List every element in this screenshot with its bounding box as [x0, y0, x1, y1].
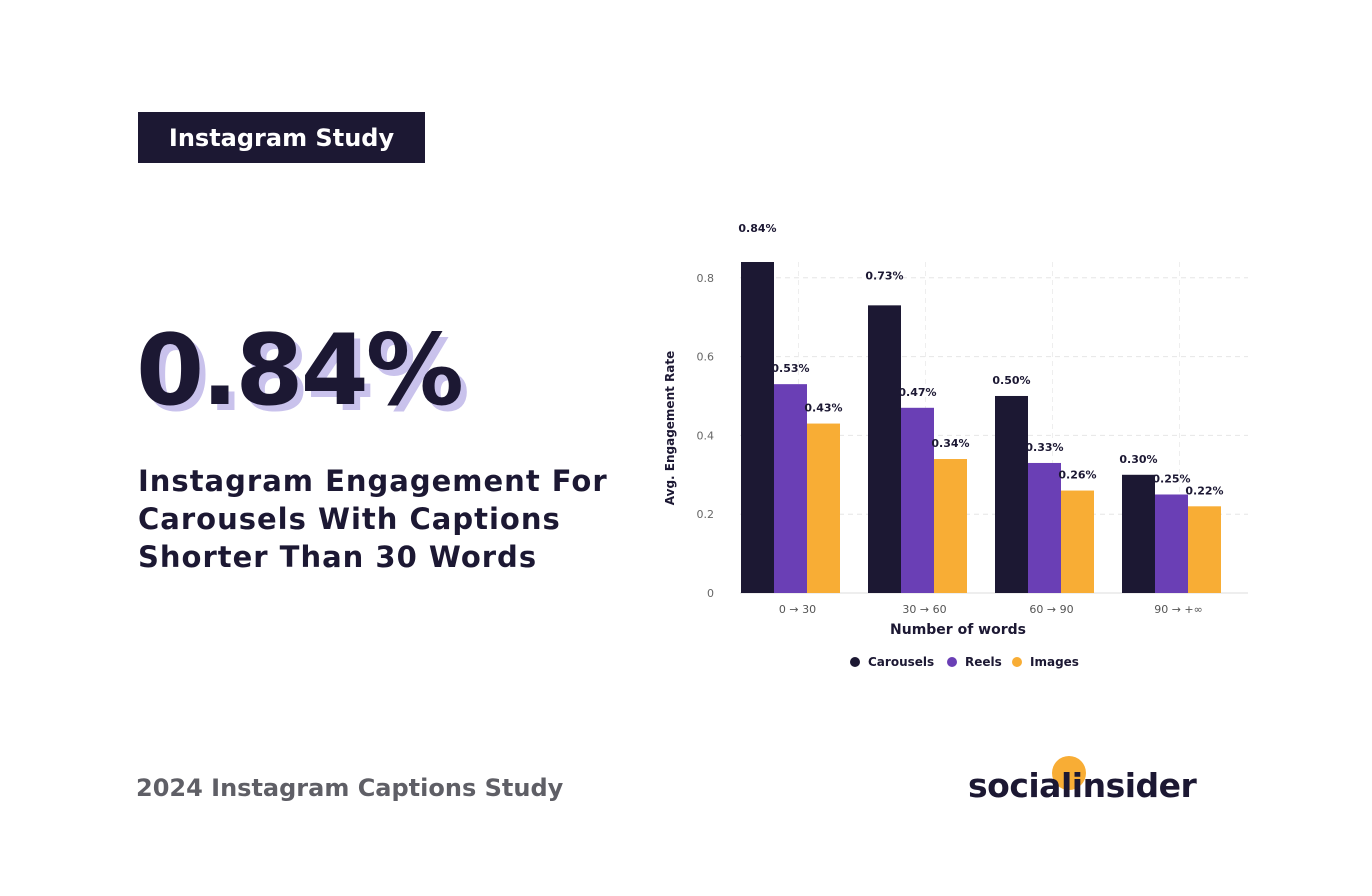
bar-reels-0	[774, 384, 807, 593]
logo-dot-icon	[1052, 756, 1086, 790]
y-tick-label: 0.6	[697, 351, 715, 364]
data-label: 0.26%	[1058, 469, 1096, 482]
bar-carousels-1	[868, 305, 901, 593]
bar-images-1	[934, 459, 967, 593]
legend-marker	[947, 657, 957, 667]
data-label: 0.43%	[804, 402, 842, 415]
x-tick-label: 60 → 90	[1029, 603, 1073, 616]
bar-carousels-0	[741, 262, 774, 593]
data-label: 0.47%	[898, 386, 936, 399]
data-label: 0.25%	[1152, 472, 1190, 485]
bar-reels-2	[1028, 462, 1061, 593]
data-label: 0.34%	[931, 437, 969, 450]
legend-marker	[850, 657, 860, 667]
bar-carousels-2	[995, 395, 1028, 593]
socialinsider-logo: socialinsider	[968, 752, 1198, 812]
bar-images-3	[1188, 506, 1221, 593]
headline-stat: 0.84%	[136, 314, 464, 428]
study-badge: Instagram Study	[138, 112, 425, 163]
data-label: 0.50%	[992, 374, 1030, 387]
legend-marker	[1012, 657, 1022, 667]
data-label: 0.30%	[1119, 453, 1157, 466]
data-label: 0.84%	[738, 222, 776, 235]
legend-label: Reels	[965, 655, 1002, 669]
bar-images-0	[807, 423, 840, 593]
logo-wordmark: socialinsider	[968, 766, 1197, 805]
x-tick-label: 0 → 30	[779, 603, 816, 616]
legend-label: Images	[1030, 655, 1079, 669]
y-tick-label: 0.8	[697, 272, 715, 285]
y-tick-label: 0.2	[697, 508, 715, 521]
x-axis-title: Number of words	[890, 622, 1026, 638]
bar-carousels-3	[1122, 474, 1155, 593]
data-label: 0.22%	[1185, 484, 1223, 497]
data-label: 0.33%	[1025, 441, 1063, 454]
footer-study-title: 2024 Instagram Captions Study	[136, 774, 564, 802]
bar-reels-1	[901, 407, 934, 593]
data-label: 0.73%	[865, 269, 903, 282]
y-tick-label: 0	[707, 587, 714, 600]
engagement-bar-chart: 0 0.2 0.4 0.6 0.8 0.84% 0.53% 0.43% 0 → 30 0.73% 0…	[663, 222, 1248, 669]
legend-label: Carousels	[868, 655, 934, 669]
bar-reels-3	[1155, 494, 1188, 593]
x-tick-label: 90 → +∞	[1154, 603, 1203, 616]
y-axis-title: Avg. Engagement Rate	[663, 351, 677, 505]
data-label: 0.53%	[771, 362, 809, 375]
bar-images-2	[1061, 490, 1094, 593]
x-tick-label: 30 → 60	[902, 603, 946, 616]
y-tick-label: 0.4	[697, 429, 715, 442]
headline-text: Instagram Engagement For Carousels With …	[138, 464, 608, 574]
